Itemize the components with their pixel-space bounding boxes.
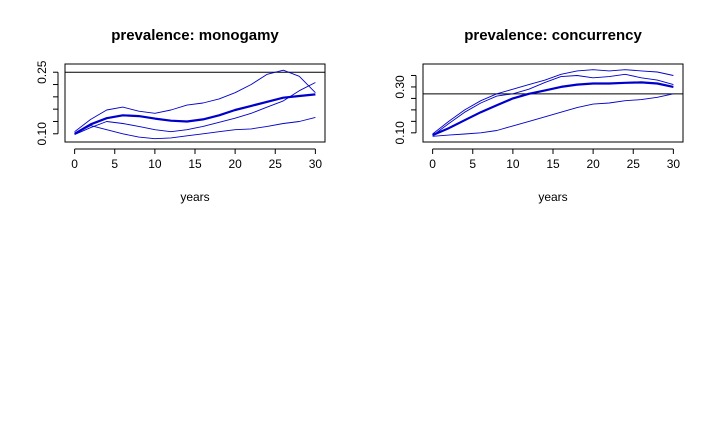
panel-1-series-lowest: [74, 116, 316, 140]
panel-1-title: prevalence: monogamy: [111, 27, 279, 44]
panel-2-y-tick-label: 0.30: [393, 75, 407, 99]
panel-1-x-tick-label: 25: [269, 157, 283, 171]
panel-2-x-axis-label: years: [538, 190, 567, 204]
panel-2-x-tick-label: 20: [586, 157, 600, 171]
panel-1-x-tick-label: 30: [309, 157, 323, 171]
panel-1-plot-frame: [64, 63, 326, 143]
panel-2-x-tick-label: 0: [429, 157, 436, 171]
panel-2-x-tick-label: 5: [469, 157, 476, 171]
panel-1-x-axis-label: years: [180, 190, 209, 204]
panel-2-x-tick-label: 15: [546, 157, 560, 171]
panel-1-y-tick-label: 0.10: [35, 122, 49, 146]
panel-1-x-tick-label: 15: [188, 157, 202, 171]
panel-2-title: prevalence: concurrency: [464, 27, 642, 44]
panel-1-series-mean: [74, 93, 316, 135]
panel-2-series-lower: [432, 73, 674, 136]
panel-1-x-tick-label: 5: [111, 157, 118, 171]
panel-1-x-tick-label: 20: [228, 157, 242, 171]
panel-1-x-tick-label: 0: [71, 157, 78, 171]
panel-2-plot-frame: [422, 63, 684, 143]
panel-1-y-tick-label: 0.25: [35, 60, 49, 84]
panel-2-x-tick-label: 25: [627, 157, 641, 171]
panel-2-y-tick-label: 0.10: [393, 121, 407, 145]
panel-2-x-tick-label: 10: [506, 157, 520, 171]
panel-1-x-tick-label: 10: [148, 157, 162, 171]
panel-2-series-lowest: [432, 93, 674, 137]
panel-2-x-tick-label: 30: [667, 157, 681, 171]
panel-2-series-upper: [432, 69, 674, 135]
panel-1-series-upper: [74, 69, 316, 133]
panel-2-series-mean: [432, 81, 674, 137]
panel-1-series-lower: [74, 82, 316, 136]
